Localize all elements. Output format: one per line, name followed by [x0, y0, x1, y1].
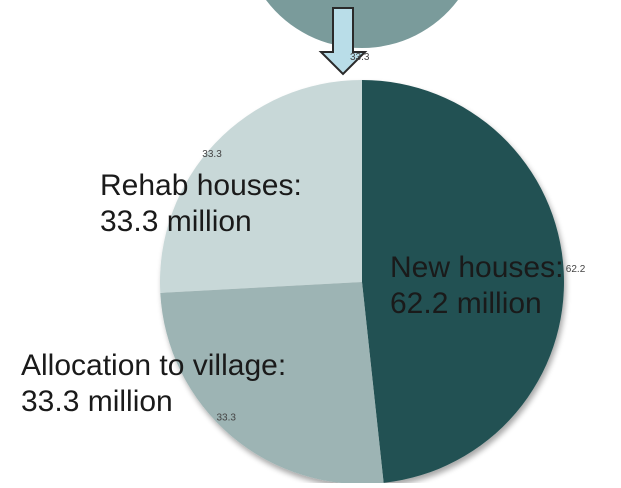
- pie-value-labels: 62.2 33.3 33.3: [202, 149, 585, 424]
- slice-label-line: 33.3 million: [100, 205, 252, 238]
- down-arrow-icon: [318, 7, 368, 76]
- slice-label-line: Rehab houses:: [100, 169, 302, 202]
- top-value-label: 33.3: [350, 52, 370, 63]
- slice-label-line: 33.3 million: [21, 385, 173, 418]
- pie-slice-value-label: 62.2: [566, 264, 586, 275]
- slice-label-new-houses: New houses: 62.2 million: [390, 250, 563, 322]
- pie-slices: [160, 80, 565, 484]
- top-pie-segment: [266, 0, 458, 49]
- slice-label-allocation-to-village: Allocation to village: 33.3 million: [21, 348, 286, 420]
- slice-label-line: 62.2 million: [390, 287, 542, 320]
- pie-slice: [160, 282, 384, 484]
- pie-slice: [160, 80, 362, 293]
- slice-label-line: Allocation to village:: [21, 349, 287, 382]
- slice-label-rehab-houses: Rehab houses: 33.3 million: [100, 168, 302, 240]
- slice-label-line: New houses:: [390, 251, 564, 284]
- pie-slice-value-label: 33.3: [216, 412, 236, 423]
- pie-slice-value-label: 33.3: [202, 149, 222, 160]
- pie-slice: [362, 80, 565, 483]
